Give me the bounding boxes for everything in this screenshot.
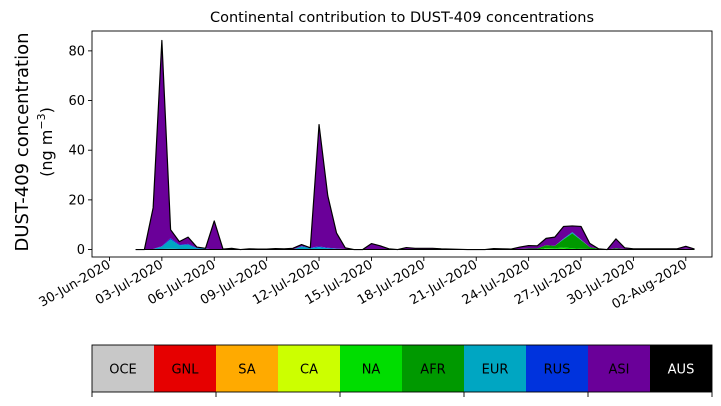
colorbar: OCE GNL SA CA NA AFR EUR RUS ASI AUS xyxy=(91,344,713,397)
colorbar-frame xyxy=(91,344,713,393)
colorbar-label-rus: RUS xyxy=(544,363,571,378)
colorbar-label-aus: AUS xyxy=(668,363,695,378)
y-axis-unit-exponent: −3 xyxy=(35,113,48,129)
colorbar-label-eur: EUR xyxy=(482,363,509,378)
area-eur xyxy=(135,232,695,250)
colorbar-label-gnl: GNL xyxy=(171,363,199,378)
y-tick-label: 60 xyxy=(68,94,85,109)
colorbar-label-asi: ASI xyxy=(609,363,630,378)
chart-title: Continental contribution to DUST-409 con… xyxy=(210,10,594,26)
y-axis-label: DUST-409 concentration (ng m−3) xyxy=(12,32,56,251)
colorbar-swatch-afr xyxy=(402,345,464,392)
plot-frame xyxy=(91,30,713,258)
colorbar-swatch-gnl xyxy=(154,345,216,392)
colorbar-swatch-na xyxy=(340,345,402,392)
area-asi xyxy=(135,40,695,250)
colorbar-swatch-asi xyxy=(588,345,650,392)
colorbar-label-na: NA xyxy=(362,363,381,378)
y-axis-label-line2: (ng m−3) xyxy=(35,107,56,177)
colorbar-swatch-sa xyxy=(216,345,278,392)
colorbar-label-ca: CA xyxy=(300,363,318,378)
total-outline xyxy=(135,39,695,251)
colorbar-swatch-ca xyxy=(278,345,340,392)
area-aus xyxy=(135,40,695,250)
colorbar-swatch-aus xyxy=(650,345,712,392)
y-tick-label: 80 xyxy=(68,44,85,59)
colorbar-swatch-eur xyxy=(464,345,526,392)
y-tick-label: 20 xyxy=(68,193,85,208)
colorbar-swatch-oce xyxy=(92,345,154,392)
plot-axes: 02040608030-Jun-202003-Jul-202006-Jul-20… xyxy=(37,30,713,313)
colorbar-swatch-rus xyxy=(526,345,588,392)
y-axis-label-line1: DUST-409 concentration xyxy=(12,32,33,251)
colorbar-label-sa: SA xyxy=(238,363,255,378)
y-tick-label: 0 xyxy=(77,243,85,258)
stacked-areas xyxy=(135,39,695,251)
colorbar-label-afr: AFR xyxy=(420,363,445,378)
y-tick-label: 40 xyxy=(68,144,85,159)
y-axis-unit-suffix: ) xyxy=(37,107,56,113)
y-axis-unit-prefix: (ng m xyxy=(37,130,56,177)
colorbar-label-oce: OCE xyxy=(109,363,137,378)
